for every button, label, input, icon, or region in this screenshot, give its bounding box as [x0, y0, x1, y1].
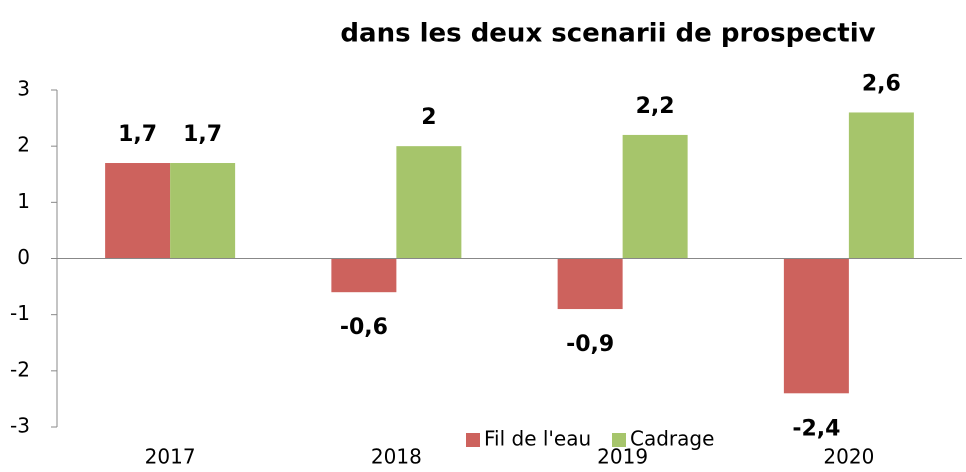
- bar: [783, 258, 849, 394]
- legend-label: Fil de l'eau: [484, 427, 591, 451]
- y-tick-label: 2: [17, 133, 30, 157]
- data-label: 2: [421, 105, 436, 130]
- data-label: -0,9: [566, 332, 614, 357]
- x-tick-label: 2019: [597, 445, 648, 469]
- chart-title: dans les deux scenarii de prospectiv: [340, 19, 875, 49]
- bar: [557, 258, 623, 310]
- x-tick-label: 2018: [371, 445, 422, 469]
- x-tick-label: 2020: [823, 445, 874, 469]
- data-label: -2,4: [792, 416, 840, 441]
- data-label: 1,7: [183, 122, 222, 147]
- bar: [170, 163, 236, 259]
- legend-label: Cadrage: [630, 427, 714, 451]
- legend-swatch: [612, 433, 626, 447]
- data-label: 1,7: [118, 122, 157, 147]
- data-label: 2,6: [862, 71, 901, 96]
- bar: [848, 112, 914, 259]
- bar: [105, 163, 171, 259]
- y-tick-label: -3: [10, 414, 30, 438]
- y-tick-label: 3: [17, 77, 30, 101]
- y-tick-label: -1: [10, 301, 30, 325]
- x-tick-label: 2017: [145, 445, 196, 469]
- legend-swatch: [466, 433, 480, 447]
- y-tick-label: -2: [10, 357, 30, 381]
- data-label: -0,6: [340, 315, 388, 340]
- bar: [331, 258, 397, 293]
- bar: [622, 134, 688, 259]
- data-label: 2,2: [636, 94, 675, 119]
- bar: [396, 146, 462, 259]
- y-tick-label: 0: [17, 245, 30, 269]
- y-tick-label: 1: [17, 189, 30, 213]
